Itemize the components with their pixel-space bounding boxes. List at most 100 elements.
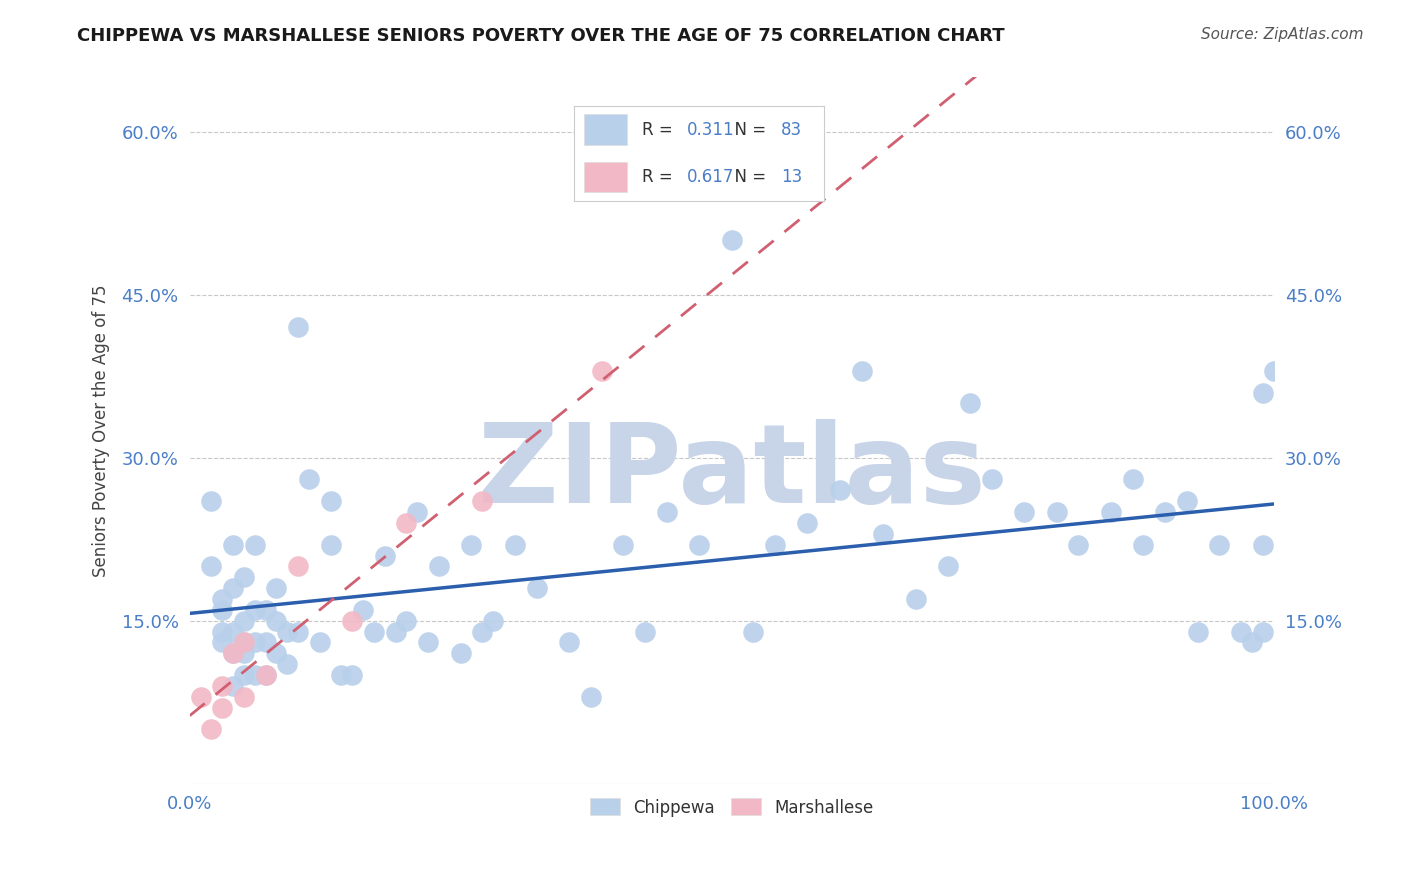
Point	[276, 624, 298, 639]
Point	[471, 494, 494, 508]
Point	[482, 614, 505, 628]
Point	[243, 668, 266, 682]
Point	[254, 603, 277, 617]
Point	[232, 668, 254, 682]
Point	[298, 473, 321, 487]
Point	[211, 592, 233, 607]
Point	[200, 494, 222, 508]
Point	[211, 635, 233, 649]
Point	[503, 538, 526, 552]
Point	[266, 581, 288, 595]
Point	[1251, 624, 1274, 639]
Point	[1154, 505, 1177, 519]
Text: ZIPatlas: ZIPatlas	[478, 419, 986, 526]
Point	[254, 635, 277, 649]
Point	[254, 668, 277, 682]
Point	[232, 646, 254, 660]
Point	[363, 624, 385, 639]
Point	[190, 690, 212, 704]
Point	[287, 320, 309, 334]
Point	[980, 473, 1002, 487]
Point	[1012, 505, 1035, 519]
Point	[427, 559, 450, 574]
Point	[406, 505, 429, 519]
Point	[1230, 624, 1253, 639]
Point	[222, 624, 245, 639]
Point	[232, 690, 254, 704]
Point	[287, 624, 309, 639]
Point	[395, 516, 418, 530]
Point	[395, 614, 418, 628]
Point	[342, 668, 364, 682]
Point	[688, 538, 710, 552]
Point	[796, 516, 818, 530]
Point	[1208, 538, 1230, 552]
Point	[1122, 473, 1144, 487]
Point	[352, 603, 374, 617]
Point	[1263, 364, 1285, 378]
Point	[591, 364, 613, 378]
Point	[211, 700, 233, 714]
Point	[1251, 385, 1274, 400]
Point	[1251, 538, 1274, 552]
Point	[959, 396, 981, 410]
Point	[222, 581, 245, 595]
Point	[222, 538, 245, 552]
Point	[526, 581, 548, 595]
Point	[222, 679, 245, 693]
Point	[1046, 505, 1069, 519]
Point	[720, 234, 742, 248]
Point	[460, 538, 482, 552]
Point	[232, 635, 254, 649]
Point	[330, 668, 353, 682]
Point	[232, 570, 254, 584]
Point	[742, 624, 765, 639]
Point	[1132, 538, 1154, 552]
Point	[243, 635, 266, 649]
Point	[1240, 635, 1263, 649]
Point	[1099, 505, 1122, 519]
Point	[232, 635, 254, 649]
Point	[243, 603, 266, 617]
Point	[851, 364, 873, 378]
Point	[266, 614, 288, 628]
Point	[904, 592, 927, 607]
Point	[266, 646, 288, 660]
Point	[384, 624, 406, 639]
Point	[342, 614, 364, 628]
Point	[222, 646, 245, 660]
Point	[319, 494, 342, 508]
Point	[655, 505, 678, 519]
Point	[579, 690, 602, 704]
Point	[211, 679, 233, 693]
Point	[1175, 494, 1198, 508]
Point	[200, 559, 222, 574]
Point	[634, 624, 657, 639]
Point	[200, 723, 222, 737]
Point	[1067, 538, 1090, 552]
Text: CHIPPEWA VS MARSHALLESE SENIORS POVERTY OVER THE AGE OF 75 CORRELATION CHART: CHIPPEWA VS MARSHALLESE SENIORS POVERTY …	[77, 27, 1005, 45]
Point	[211, 624, 233, 639]
Point	[1187, 624, 1209, 639]
Point	[558, 635, 581, 649]
Point	[232, 614, 254, 628]
Point	[872, 526, 894, 541]
Point	[612, 538, 634, 552]
Point	[471, 624, 494, 639]
Point	[418, 635, 440, 649]
Y-axis label: Seniors Poverty Over the Age of 75: Seniors Poverty Over the Age of 75	[93, 285, 110, 577]
Text: Source: ZipAtlas.com: Source: ZipAtlas.com	[1201, 27, 1364, 42]
Point	[763, 538, 786, 552]
Point	[287, 559, 309, 574]
Point	[254, 668, 277, 682]
Point	[938, 559, 960, 574]
Point	[828, 483, 851, 498]
Point	[243, 538, 266, 552]
Point	[276, 657, 298, 672]
Point	[319, 538, 342, 552]
Point	[308, 635, 330, 649]
Point	[211, 603, 233, 617]
Legend: Chippewa, Marshallese: Chippewa, Marshallese	[581, 790, 882, 825]
Point	[450, 646, 472, 660]
Point	[222, 646, 245, 660]
